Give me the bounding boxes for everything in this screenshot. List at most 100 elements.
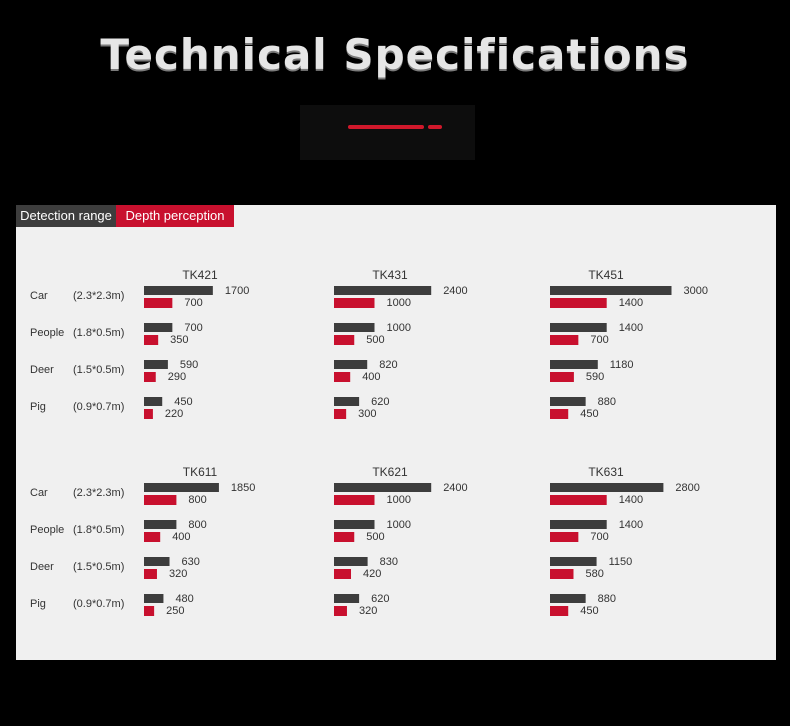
chart-title-tk621: TK621 (372, 465, 408, 479)
detection-bar-tk451-car (550, 286, 672, 295)
value-label: 700 (184, 322, 202, 334)
detection-bar-tk621-pig (334, 594, 360, 603)
category-size: (1.5*0.5m) (73, 364, 125, 376)
chart-title-tk631: TK631 (588, 465, 624, 479)
category-label: People (30, 327, 65, 339)
depth-bar-tk631-people (550, 532, 579, 542)
value-label: 590 (586, 371, 604, 383)
depth-bar-tk451-people (550, 335, 579, 345)
value-label: 700 (184, 297, 202, 309)
spec-charts: TK4211700700700350590290450220TK43124001… (144, 268, 708, 617)
value-label: 480 (175, 593, 193, 605)
detection-bar-tk421-people (144, 323, 173, 332)
category-label: Deer (30, 561, 54, 573)
value-label: 450 (580, 408, 598, 420)
detection-bar-tk431-people (334, 323, 375, 332)
detection-bar-tk431-deer (334, 360, 368, 369)
detection-bar-tk621-people (334, 520, 375, 529)
category-label: Pig (30, 401, 46, 413)
title-backdrop (300, 105, 475, 160)
depth-bar-tk611-car (144, 495, 177, 505)
value-label: 400 (362, 371, 380, 383)
detection-bar-tk621-deer (334, 557, 368, 566)
depth-bar-tk421-people (144, 335, 159, 345)
detection-bar-tk631-people (550, 520, 607, 529)
chart-title-tk611: TK611 (183, 465, 218, 479)
value-label: 400 (172, 531, 190, 543)
depth-bar-tk451-deer (550, 372, 574, 382)
depth-bar-tk431-people (334, 335, 355, 345)
depth-bar-tk421-deer (144, 372, 156, 382)
depth-bar-tk611-pig (144, 606, 155, 616)
value-label: 1180 (610, 359, 634, 371)
detection-bar-tk611-pig (144, 594, 164, 603)
depth-bar-tk631-deer (550, 569, 574, 579)
value-label: 800 (188, 494, 206, 506)
value-label: 1700 (225, 285, 249, 297)
depth-bar-tk431-deer (334, 372, 351, 382)
depth-bar-tk611-people (144, 532, 161, 542)
detection-bar-tk631-pig (550, 594, 586, 603)
value-label: 2800 (675, 482, 699, 494)
chart-title-tk421: TK421 (182, 268, 218, 282)
detection-bar-tk611-car (144, 483, 219, 492)
detection-bar-tk421-pig (144, 397, 163, 406)
detection-bar-tk451-people (550, 323, 607, 332)
value-label: 290 (168, 371, 186, 383)
depth-bar-tk421-pig (144, 409, 153, 419)
depth-bar-tk431-car (334, 298, 375, 308)
value-label: 220 (165, 408, 183, 420)
detection-bar-tk611-deer (144, 557, 170, 566)
value-label: 1400 (619, 297, 643, 309)
value-label: 700 (590, 334, 608, 346)
value-label: 3000 (684, 285, 708, 297)
value-label: 700 (590, 531, 608, 543)
category-size: (1.8*0.5m) (73, 524, 125, 536)
value-label: 320 (169, 568, 187, 580)
depth-bar-tk451-pig (550, 409, 569, 419)
detection-bar-tk621-car (334, 483, 432, 492)
depth-bar-tk631-car (550, 495, 607, 505)
value-label: 1000 (387, 519, 411, 531)
value-label: 450 (580, 605, 598, 617)
value-label: 620 (371, 396, 389, 408)
detection-bar-tk431-car (334, 286, 432, 295)
value-label: 830 (380, 556, 398, 568)
depth-bar-tk621-deer (334, 569, 352, 579)
category-label: Car (30, 487, 48, 499)
chart-title-tk451: TK451 (588, 268, 624, 282)
depth-bar-tk431-pig (334, 409, 347, 419)
detection-bar-tk631-car (550, 483, 664, 492)
detection-bar-tk421-deer (144, 360, 168, 369)
depth-bar-tk621-people (334, 532, 355, 542)
depth-bar-tk611-deer (144, 569, 157, 579)
detection-bar-tk631-deer (550, 557, 597, 566)
value-label: 580 (585, 568, 603, 580)
value-label: 2400 (443, 482, 467, 494)
category-size: (2.3*2.3m) (73, 487, 125, 499)
value-label: 620 (371, 593, 389, 605)
value-label: 1150 (609, 556, 633, 568)
value-label: 1400 (619, 519, 643, 531)
value-label: 2400 (443, 285, 467, 297)
depth-bar-tk421-car (144, 298, 173, 308)
value-label: 880 (598, 396, 616, 408)
depth-bar-tk621-car (334, 495, 375, 505)
detection-bar-tk421-car (144, 286, 213, 295)
value-label: 800 (188, 519, 206, 531)
value-label: 1400 (619, 494, 643, 506)
depth-bar-tk631-pig (550, 606, 569, 616)
depth-bar-tk621-pig (334, 606, 347, 616)
depth-bar-tk451-car (550, 298, 607, 308)
page-title: Technical Specifications (100, 30, 690, 79)
category-size: (2.3*2.3m) (73, 290, 125, 302)
value-label: 500 (366, 531, 384, 543)
value-label: 1850 (231, 482, 255, 494)
value-label: 1000 (387, 322, 411, 334)
value-label: 1400 (619, 322, 643, 334)
category-label: Deer (30, 364, 54, 376)
value-label: 300 (358, 408, 376, 420)
category-label: Pig (30, 598, 46, 610)
value-label: 350 (170, 334, 188, 346)
category-size: (1.8*0.5m) (73, 327, 125, 339)
